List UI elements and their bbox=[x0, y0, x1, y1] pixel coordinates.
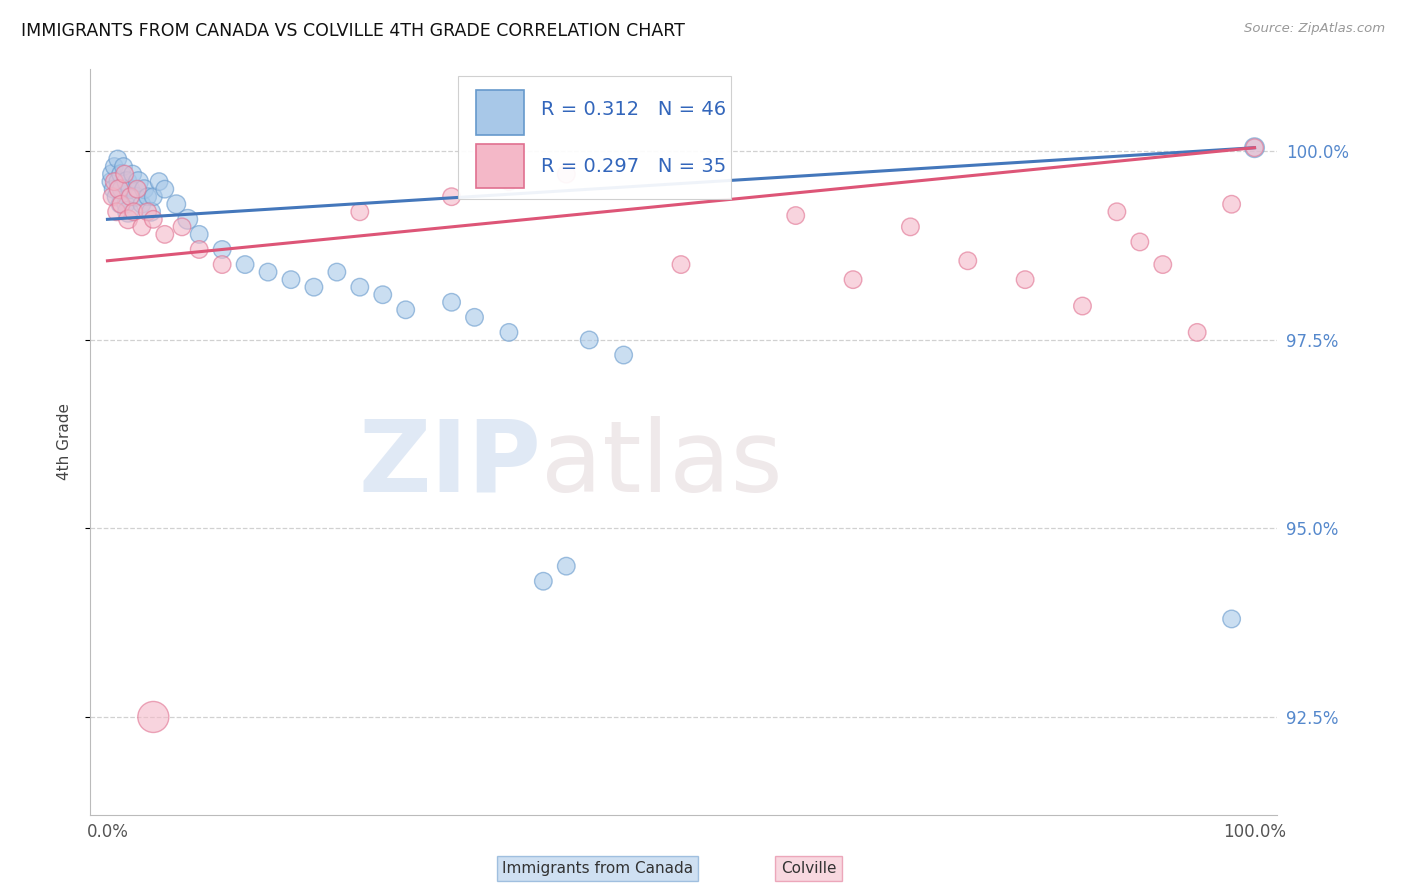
Point bbox=[114, 167, 136, 181]
Point bbox=[101, 167, 124, 181]
Text: atlas: atlas bbox=[541, 416, 783, 513]
Point bbox=[101, 182, 124, 196]
Point bbox=[127, 175, 149, 189]
Point bbox=[578, 333, 600, 347]
Point bbox=[1243, 141, 1265, 155]
Point bbox=[842, 272, 865, 286]
Point bbox=[371, 287, 394, 301]
Text: R = 0.297   N = 35: R = 0.297 N = 35 bbox=[541, 157, 727, 176]
Point bbox=[1071, 299, 1094, 313]
Point bbox=[108, 175, 131, 189]
Point bbox=[349, 280, 371, 294]
Point bbox=[112, 160, 135, 174]
Point bbox=[142, 190, 165, 204]
Point bbox=[105, 204, 128, 219]
Point bbox=[326, 265, 349, 279]
Point bbox=[110, 167, 132, 181]
Point bbox=[103, 175, 125, 189]
Point bbox=[233, 258, 256, 272]
Point bbox=[170, 219, 193, 234]
Point bbox=[463, 310, 485, 325]
Text: IMMIGRANTS FROM CANADA VS COLVILLE 4TH GRADE CORRELATION CHART: IMMIGRANTS FROM CANADA VS COLVILLE 4TH G… bbox=[21, 22, 685, 40]
Point bbox=[122, 204, 145, 219]
Y-axis label: 4th Grade: 4th Grade bbox=[58, 403, 72, 480]
Point bbox=[153, 227, 176, 242]
Point bbox=[395, 302, 418, 317]
Point bbox=[108, 182, 131, 196]
Point bbox=[257, 265, 280, 279]
Point bbox=[107, 152, 129, 166]
Point bbox=[498, 326, 520, 340]
Point bbox=[100, 175, 122, 189]
Point bbox=[103, 160, 125, 174]
Point bbox=[440, 190, 463, 204]
Point bbox=[105, 190, 128, 204]
Point bbox=[1129, 235, 1152, 249]
Point bbox=[531, 574, 554, 589]
Point bbox=[498, 175, 520, 189]
Point bbox=[613, 348, 636, 362]
Point bbox=[302, 280, 325, 294]
Text: R = 0.312   N = 46: R = 0.312 N = 46 bbox=[541, 100, 727, 119]
Point bbox=[114, 197, 136, 211]
FancyBboxPatch shape bbox=[477, 144, 523, 188]
Point bbox=[1243, 141, 1265, 155]
Point bbox=[1220, 197, 1243, 211]
Point bbox=[131, 219, 153, 234]
Point bbox=[117, 212, 139, 227]
Point bbox=[211, 258, 233, 272]
Point bbox=[900, 219, 922, 234]
Point bbox=[142, 212, 165, 227]
FancyBboxPatch shape bbox=[458, 76, 731, 199]
Point bbox=[956, 253, 979, 268]
Point bbox=[188, 243, 211, 257]
Point bbox=[555, 167, 578, 181]
Point bbox=[134, 182, 156, 196]
Point bbox=[125, 190, 148, 204]
Text: Source: ZipAtlas.com: Source: ZipAtlas.com bbox=[1244, 22, 1385, 36]
Point bbox=[669, 258, 692, 272]
Point bbox=[153, 182, 176, 196]
Point bbox=[117, 204, 139, 219]
Point bbox=[440, 295, 463, 310]
Point bbox=[1105, 204, 1128, 219]
Point bbox=[120, 182, 142, 196]
Point bbox=[349, 204, 371, 219]
Point bbox=[785, 209, 807, 223]
Point bbox=[139, 204, 162, 219]
Point bbox=[148, 175, 170, 189]
Point bbox=[1152, 258, 1174, 272]
Point bbox=[136, 190, 159, 204]
Point bbox=[110, 197, 132, 211]
Point bbox=[165, 197, 187, 211]
Point bbox=[120, 190, 142, 204]
Point bbox=[115, 175, 138, 189]
Point bbox=[1185, 326, 1208, 340]
Point bbox=[1014, 272, 1036, 286]
Text: ZIP: ZIP bbox=[359, 416, 541, 513]
Point bbox=[211, 243, 233, 257]
Point bbox=[1220, 612, 1243, 626]
Point bbox=[555, 559, 578, 574]
Point bbox=[121, 167, 143, 181]
Point bbox=[188, 227, 211, 242]
Point bbox=[280, 272, 302, 286]
Text: Immigrants from Canada: Immigrants from Canada bbox=[502, 861, 693, 876]
FancyBboxPatch shape bbox=[477, 90, 523, 136]
Point bbox=[131, 197, 153, 211]
Point bbox=[101, 190, 124, 204]
Point bbox=[177, 212, 200, 227]
Point bbox=[111, 182, 134, 196]
Point bbox=[136, 204, 159, 219]
Point bbox=[108, 197, 131, 211]
Point bbox=[142, 710, 165, 724]
Text: Colville: Colville bbox=[780, 861, 837, 876]
Point bbox=[127, 182, 149, 196]
